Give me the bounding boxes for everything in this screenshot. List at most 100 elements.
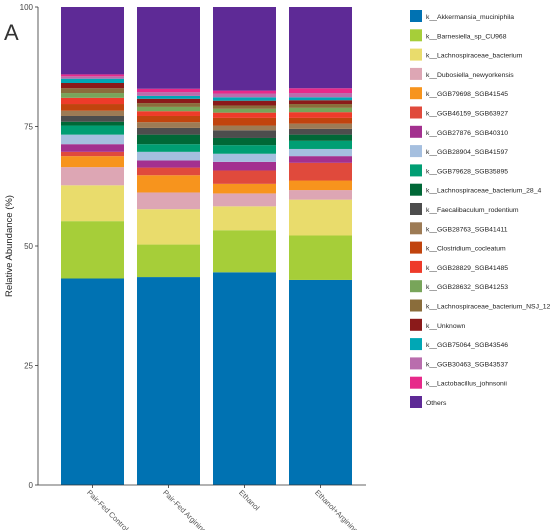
segment-ethanol-arginine-k-barnesiella-sp-cu968 [289, 235, 352, 280]
legend-label-k-ggb79698-sgb41545: k__GGB79698_SGB41545 [426, 91, 508, 98]
segment-pair-fed-arginine-k-ggb75064-sgb43546 [137, 95, 200, 99]
segment-ethanol-k-ggb46159-sgb63927 [213, 170, 276, 184]
legend-swatch-k-ggb79628-sgb35895 [410, 164, 422, 177]
y-tick-label-0: 0 [29, 481, 34, 490]
segment-pair-fed-arginine-k-ggb28632-sgb41253 [137, 106, 200, 112]
x-tick-label-ethanol-arginine: Ethanol+Arginine [313, 488, 360, 530]
segment-ethanol-arginine-others [289, 7, 352, 89]
segment-ethanol-k-ggb30463-sgb43537 [213, 93, 276, 98]
legend-entry-k-ggb75064-sgb43546: k__GGB75064_SGB43546 [410, 338, 508, 351]
legend-swatch-k-ggb30463-sgb43537 [410, 357, 422, 370]
legend-swatch-k-clostridium-cocleatum [410, 241, 422, 254]
segment-ethanol-k-akkermansia-muciniphila [213, 272, 276, 485]
segment-ethanol-arginine-k-lactobacillus-johnsonii [289, 88, 352, 94]
segment-pair-fed-arginine-k-unknown [137, 98, 200, 104]
segment-ethanol-k-lactobacillus-johnsonii [213, 90, 276, 94]
segment-pair-fed-control-k-ggb75064-sgb43546 [61, 78, 124, 84]
segment-pair-fed-control-k-lachnospiraceae-bacterium [61, 185, 124, 222]
legend-label-k-barnesiella-sp-cu968: k__Barnesiella_sp_CU968 [426, 33, 507, 40]
y-tick-label-25: 25 [24, 362, 33, 371]
segment-ethanol-k-clostridium-cocleatum [213, 117, 276, 126]
segment-ethanol-k-ggb27876-sgb40310 [213, 161, 276, 171]
legend-swatch-k-ggb79698-sgb41545 [410, 87, 422, 100]
segment-pair-fed-arginine-k-barnesiella-sp-cu968 [137, 244, 200, 278]
segment-ethanol-arginine-k-dubosiella-newyorkensis [289, 190, 352, 200]
legend-swatch-k-lachnospiraceae-bacterium-nsj-12 [410, 299, 422, 312]
segment-pair-fed-arginine-k-ggb28829-sgb41485 [137, 111, 200, 116]
segment-pair-fed-arginine-k-akkermansia-muciniphila [137, 277, 200, 485]
legend-swatch-k-faecalibaculum-rodentium [410, 203, 422, 215]
segment-ethanol-arginine-k-ggb27876-sgb40310 [289, 156, 352, 163]
legend-entry-k-ggb46159-sgb63927: k__GGB46159_SGB63927 [410, 106, 508, 119]
segment-pair-fed-arginine-k-faecalibaculum-rodentium [137, 127, 200, 135]
segment-pair-fed-arginine-k-lachnospiraceae-bacterium-nsj-12 [137, 103, 200, 107]
segment-ethanol-arginine-k-lachnospiraceae-bacterium-nsj-12 [289, 104, 352, 108]
segment-pair-fed-control-k-faecalibaculum-rodentium [61, 115, 124, 122]
segment-ethanol-k-ggb28904-sgb41597 [213, 153, 276, 162]
legend-entry-k-lachnospiraceae-bacterium-28-4: k__Lachnospiraceae_bacterium_28_4 [410, 183, 541, 196]
legend-swatch-k-ggb28829-sgb41485 [410, 260, 422, 273]
legend-entry-others: Others [410, 396, 447, 408]
x-tick-label-ethanol: Ethanol [237, 488, 262, 513]
segment-pair-fed-arginine-k-ggb28763-sgb41411 [137, 122, 200, 128]
legend-swatch-k-ggb27876-sgb40310 [410, 125, 422, 138]
segment-ethanol-arginine-k-ggb28829-sgb41485 [289, 112, 352, 118]
segment-pair-fed-control-k-ggb79698-sgb41545 [61, 156, 124, 168]
segment-ethanol-k-dubosiella-newyorkensis [213, 193, 276, 207]
x-axis: Pair-Fed Control Pair-Fed Arginine Ethanol… [38, 484, 366, 530]
legend-label-k-akkermansia-muciniphila: k__Akkermansia_muciniphila [426, 14, 514, 21]
segment-pair-fed-control-k-ggb79628-sgb35895 [61, 125, 124, 135]
segment-ethanol-k-lachnospiraceae-bacterium-28-4 [213, 137, 276, 146]
legend-entry-k-faecalibaculum-rodentium: k__Faecalibaculum_rodentium [410, 203, 519, 215]
segment-ethanol-k-lachnospiraceae-bacterium [213, 206, 276, 231]
legend-entry-k-ggb30463-sgb43537: k__GGB30463_SGB43537 [410, 357, 508, 370]
legend-entry-k-ggb28904-sgb41597: k__GGB28904_SGB41597 [410, 145, 508, 158]
segment-pair-fed-control-k-dubosiella-newyorkensis [61, 167, 124, 186]
legend-swatch-k-unknown [410, 318, 422, 331]
legend-swatch-others [410, 396, 422, 408]
legend-label-k-dubosiella-newyorkensis: k__Dubosiella_newyorkensis [426, 72, 514, 79]
segment-pair-fed-arginine-k-ggb79698-sgb41545 [137, 175, 200, 193]
legend-label-k-ggb28829-sgb41485: k__GGB28829_SGB41485 [426, 265, 508, 272]
legend-entry-k-ggb79698-sgb41545: k__GGB79698_SGB41545 [410, 87, 508, 100]
segment-pair-fed-arginine-k-ggb79628-sgb35895 [137, 144, 200, 152]
legend-label-k-clostridium-cocleatum: k__Clostridium_cocleatum [426, 246, 506, 253]
legend: k__Akkermansia_muciniphila k__Barnesiella… [410, 10, 550, 408]
segment-pair-fed-control-k-barnesiella-sp-cu968 [61, 221, 124, 279]
segment-ethanol-arginine-k-unknown [289, 100, 352, 105]
legend-label-k-ggb46159-sgb63927: k__GGB46159_SGB63927 [426, 111, 508, 118]
legend-label-k-ggb30463-sgb43537: k__GGB30463_SGB43537 [426, 361, 508, 368]
segment-ethanol-k-ggb79698-sgb41545 [213, 183, 276, 194]
legend-swatch-k-ggb28632-sgb41253 [410, 280, 422, 293]
segment-ethanol-k-barnesiella-sp-cu968 [213, 230, 276, 273]
segment-ethanol-arginine-k-lachnospiraceae-bacterium [289, 199, 352, 236]
legend-entry-k-dubosiella-newyorkensis: k__Dubosiella_newyorkensis [410, 67, 514, 80]
legend-entry-k-ggb79628-sgb35895: k__GGB79628_SGB35895 [410, 164, 508, 177]
legend-label-k-ggb28632-sgb41253: k__GGB28632_SGB41253 [426, 284, 508, 291]
bars [61, 7, 352, 485]
segment-pair-fed-control-others [61, 7, 124, 75]
segment-ethanol-k-faecalibaculum-rodentium [213, 130, 276, 138]
legend-swatch-k-ggb28904-sgb41597 [410, 145, 422, 158]
segment-pair-fed-control-k-lachnospiraceae-bacterium-28-4 [61, 121, 124, 126]
segment-ethanol-k-lachnospiraceae-bacterium-nsj-12 [213, 105, 276, 109]
legend-swatch-k-ggb75064-sgb43546 [410, 338, 422, 351]
segment-ethanol-k-ggb28763-sgb41411 [213, 125, 276, 131]
legend-entry-k-ggb28632-sgb41253: k__GGB28632_SGB41253 [410, 280, 508, 293]
legend-swatch-k-akkermansia-muciniphila [410, 10, 422, 22]
legend-swatch-k-barnesiella-sp-cu968 [410, 29, 422, 42]
segment-pair-fed-control-k-ggb28904-sgb41597 [61, 134, 124, 145]
legend-swatch-k-ggb28763-sgb41411 [410, 222, 422, 235]
segment-ethanol-arginine-k-lachnospiraceae-bacterium-28-4 [289, 134, 352, 141]
segment-ethanol-k-ggb79628-sgb35895 [213, 145, 276, 154]
segment-pair-fed-arginine-k-ggb30463-sgb43537 [137, 92, 200, 96]
legend-entry-k-clostridium-cocleatum: k__Clostridium_cocleatum [410, 241, 506, 254]
segment-pair-fed-control-k-clostridium-cocleatum [61, 104, 124, 111]
legend-swatch-k-lachnospiraceae-bacterium-28-4 [410, 183, 422, 196]
y-tick-label-50: 50 [24, 242, 33, 251]
legend-label-k-unknown: k__Unknown [426, 323, 466, 330]
bar-pair-fed-control [61, 7, 124, 485]
legend-entry-k-akkermansia-muciniphila: k__Akkermansia_muciniphila [410, 10, 514, 22]
segment-ethanol-arginine-k-clostridium-cocleatum [289, 117, 352, 124]
legend-swatch-k-lachnospiraceae-bacterium [410, 48, 422, 61]
